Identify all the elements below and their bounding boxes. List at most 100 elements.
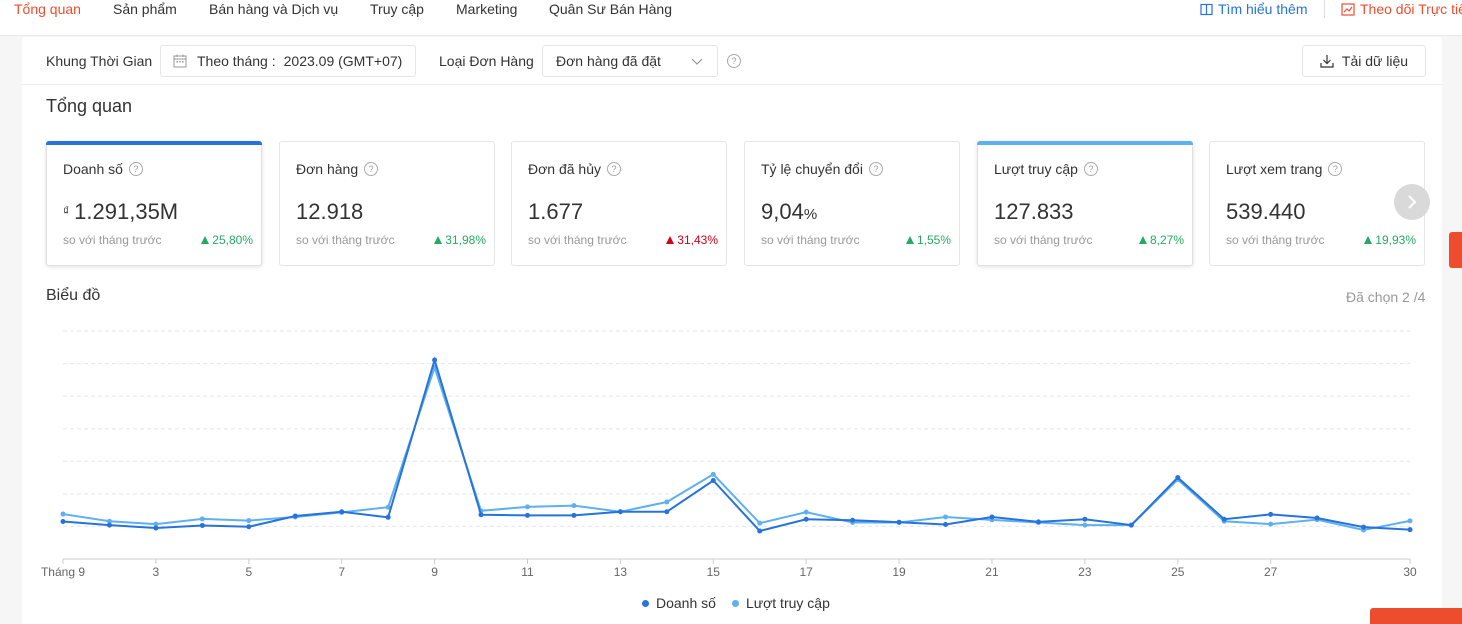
- data-point-sales: [989, 514, 995, 520]
- chart-legend: Doanh số Lượt truy cập: [642, 595, 830, 611]
- card-title: Doanh số?: [63, 161, 143, 177]
- help-icon[interactable]: ?: [868, 162, 883, 176]
- card-change: 31,43%: [666, 233, 718, 247]
- order-type-help-icon[interactable]: ?: [727, 54, 741, 68]
- tab-traffic[interactable]: Truy cập: [370, 1, 424, 17]
- calendar-icon: [173, 54, 187, 68]
- card-change: 25,80%: [201, 233, 253, 247]
- data-point-sales: [1407, 527, 1413, 533]
- card-selected-bar: [977, 141, 1193, 145]
- data-point-visits: [153, 521, 159, 527]
- trend-chart-icon: [1341, 2, 1355, 16]
- selected-metrics-count: Đã chọn 2 /4: [1346, 289, 1426, 305]
- tab-overview[interactable]: Tổng quan: [14, 1, 81, 17]
- nav-divider: [1324, 0, 1325, 18]
- data-point-sales: [153, 525, 159, 531]
- data-point-visits: [571, 503, 577, 509]
- data-point-sales: [1082, 516, 1088, 522]
- data-point-visits: [524, 504, 530, 510]
- data-point-visits: [246, 518, 252, 524]
- data-point-sales: [571, 512, 577, 518]
- tab-sales-advisor[interactable]: Quân Sư Bán Hàng: [549, 1, 673, 17]
- data-point-sales: [1361, 524, 1367, 530]
- live-tracking-label: Theo dõi Trực tiế: [1360, 1, 1462, 17]
- card-value: 539.440: [1226, 199, 1306, 224]
- arrow-up-icon: [905, 236, 914, 244]
- data-point-sales: [106, 522, 112, 528]
- series-line-sales: [62, 356, 1411, 533]
- chat-bottom-tab[interactable]: [1370, 608, 1462, 624]
- tab-marketing[interactable]: Marketing: [456, 1, 518, 17]
- data-point-sales: [803, 516, 809, 522]
- data-point-sales: [246, 524, 252, 530]
- card-title: Đơn đã hủy?: [528, 161, 622, 177]
- data-point-visits: [1082, 522, 1088, 528]
- data-point-sales: [1128, 522, 1134, 528]
- card-change: 1,55%: [905, 233, 951, 247]
- tab-products[interactable]: Sản phẩm: [113, 1, 177, 17]
- legend-dot: [731, 599, 739, 607]
- x-tick-label: 15: [707, 565, 721, 579]
- metric-card-visits[interactable]: Lượt truy cập? 127.833 so với tháng trướ…: [977, 141, 1193, 266]
- data-point-visits: [664, 499, 670, 505]
- top-navigation: Tổng quan Sản phẩm Bán hàng và Dịch vụ T…: [0, 0, 1462, 36]
- data-point-visits: [385, 504, 391, 510]
- x-tick-label: 23: [1078, 565, 1092, 579]
- tab-sales-service[interactable]: Bán hàng và Dịch vụ: [209, 1, 339, 17]
- data-point-sales: [478, 512, 484, 518]
- live-tracking-link[interactable]: Theo dõi Trực tiế: [1341, 1, 1462, 17]
- metric-card-sales[interactable]: Doanh số? ₫ 1.291,35M so với tháng trước …: [46, 141, 262, 266]
- time-frame-picker[interactable]: Theo tháng : 2023.09 (GMT+07): [160, 45, 416, 77]
- metric-card-page-views[interactable]: Lượt xem trang? 539.440 so với tháng trư…: [1209, 141, 1425, 266]
- legend-item-visits[interactable]: Lượt truy cập: [731, 595, 830, 611]
- card-change: 31,98%: [434, 233, 486, 247]
- x-tick-label: 30: [1403, 565, 1417, 579]
- filter-bar: Khung Thời Gian Theo tháng : 2023.09 (GM…: [22, 37, 1442, 85]
- card-compare-label: so với tháng trước: [994, 233, 1093, 247]
- order-type-select[interactable]: Đơn hàng đã đặt: [542, 45, 718, 77]
- data-point-visits: [60, 511, 66, 517]
- download-data-button[interactable]: Tải dữ liệu: [1302, 45, 1426, 77]
- card-value: ₫ 1.291,35M: [63, 199, 179, 224]
- data-point-visits: [199, 516, 205, 522]
- download-icon: [1320, 55, 1334, 68]
- data-point-sales: [850, 517, 856, 523]
- arrow-up-icon: [1138, 236, 1147, 244]
- order-type-value: Đơn hàng đã đặt: [556, 53, 661, 69]
- data-point-visits: [757, 520, 763, 526]
- help-icon[interactable]: ?: [364, 162, 379, 176]
- book-icon: [1200, 3, 1213, 15]
- data-point-visits: [1407, 518, 1413, 524]
- chat-side-tab[interactable]: [1449, 232, 1462, 268]
- x-tick-label: 27: [1264, 565, 1278, 579]
- help-icon[interactable]: ?: [607, 162, 622, 176]
- help-icon[interactable]: ?: [128, 162, 143, 176]
- legend-item-sales[interactable]: Doanh số: [642, 595, 716, 611]
- metric-card-conversion-rate[interactable]: Tỷ lệ chuyển đổi? 9,04% so với tháng trư…: [744, 141, 960, 266]
- help-icon[interactable]: ?: [1328, 162, 1343, 176]
- metric-card-cancelled-orders[interactable]: Đơn đã hủy? 1.677 so với tháng trước 31,…: [511, 141, 727, 266]
- help-icon[interactable]: ?: [1083, 162, 1098, 176]
- currency-symbol: ₫: [63, 204, 70, 218]
- data-point-sales: [1221, 516, 1227, 522]
- learn-more-label: Tìm hiểu thêm: [1218, 1, 1308, 17]
- metric-card-orders[interactable]: Đơn hàng? 12.918 so với tháng trước 31,9…: [279, 141, 495, 266]
- x-tick-label: 9: [431, 565, 438, 579]
- card-compare-label: so với tháng trước: [1226, 233, 1325, 247]
- chevron-right-icon: [1408, 195, 1417, 209]
- chevron-down-icon: [691, 58, 703, 65]
- card-value: 127.833: [994, 199, 1074, 224]
- data-point-sales: [1268, 511, 1274, 517]
- data-point-visits: [106, 518, 112, 524]
- order-type-label: Loại Đơn Hàng: [439, 53, 534, 69]
- data-point-sales: [432, 357, 438, 363]
- x-tick-label: 21: [985, 565, 999, 579]
- card-value: 1.677: [528, 199, 584, 224]
- learn-more-link[interactable]: Tìm hiểu thêm: [1200, 1, 1307, 17]
- cards-next-button[interactable]: [1394, 184, 1430, 220]
- arrow-up-icon: [666, 236, 675, 244]
- data-point-sales: [757, 528, 763, 534]
- chart-title: Biểu đồ: [46, 287, 101, 304]
- data-point-visits: [803, 509, 809, 515]
- x-tick-label: 25: [1171, 565, 1185, 579]
